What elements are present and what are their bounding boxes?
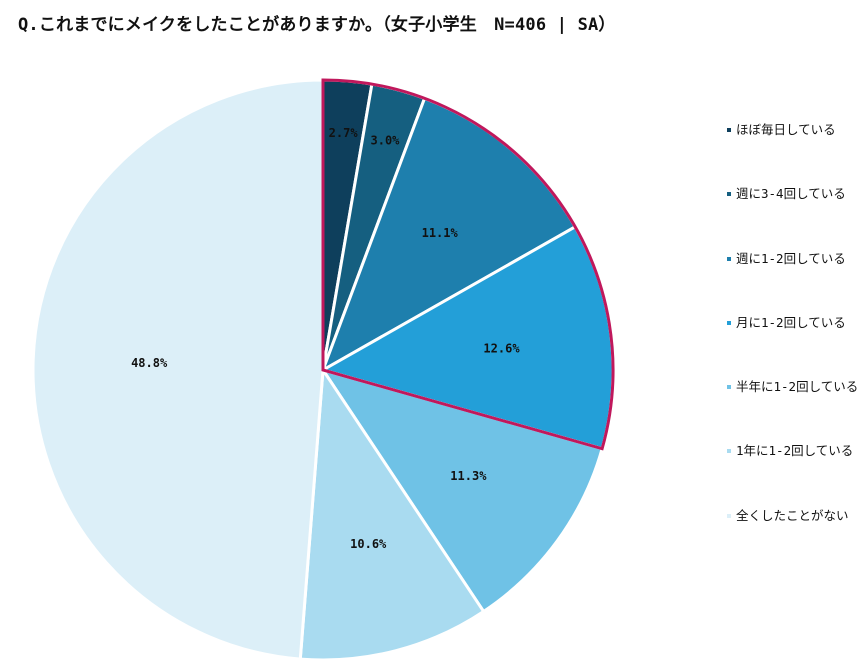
legend-item-5: 半年に1-2回している (727, 379, 867, 443)
legend-swatch (727, 449, 731, 454)
legend-item-1: ほぼ毎日している (727, 122, 867, 186)
legend-item-7: 全くしたことがない (727, 508, 867, 572)
legend-label: 月に1-2回している (736, 314, 846, 330)
legend-item-2: 週に3-4回している (727, 186, 867, 250)
pie-slices (31, 78, 615, 662)
legend-swatch (727, 513, 731, 518)
data-label-3: 11.1% (422, 226, 459, 240)
slice-labels: 2.7% 3.0% 11.1% 12.6% 11.3% 10.6% 48.8% (131, 126, 520, 551)
highlight-outline-path (321, 78, 615, 451)
data-label-4: 12.6% (483, 341, 520, 355)
chart-title: Q.これまでにメイクをしたことがありますか。（女子小学生 N=406 | SA） (18, 15, 616, 35)
legend-item-4: 月に1-2回している (727, 315, 867, 379)
pie-slice-6 (298, 365, 486, 662)
legend-swatch (727, 192, 731, 197)
legend-item-3: 週に1-2回している (727, 251, 867, 315)
data-label-5: 11.3% (450, 469, 487, 483)
legend-swatch (727, 385, 731, 390)
data-label-6: 10.6% (350, 537, 387, 551)
legend-label: 1年に1-2回している (736, 443, 854, 459)
highlight-outline (321, 78, 615, 451)
legend-swatch (727, 256, 731, 261)
pie-slice-7 (31, 78, 325, 661)
legend-label: ほぼ毎日している (736, 122, 836, 137)
legend-label: 半年に1-2回している (736, 379, 859, 395)
legend-swatch (727, 128, 731, 132)
legend: ほぼ毎日している 週に3-4回している 週に1-2回している 月に1-2回している 半年… (727, 122, 867, 572)
data-label-2: 3.0% (371, 133, 401, 147)
legend-swatch (727, 320, 731, 325)
legend-label: 全くしたことがない (736, 507, 849, 523)
legend-item-6: 1年に1-2回している (727, 443, 867, 507)
legend-label: 週に1-2回している (736, 250, 846, 266)
data-label-7: 48.8% (131, 356, 168, 370)
legend-label: 週に3-4回している (736, 186, 846, 202)
data-label-1: 2.7% (329, 126, 359, 140)
